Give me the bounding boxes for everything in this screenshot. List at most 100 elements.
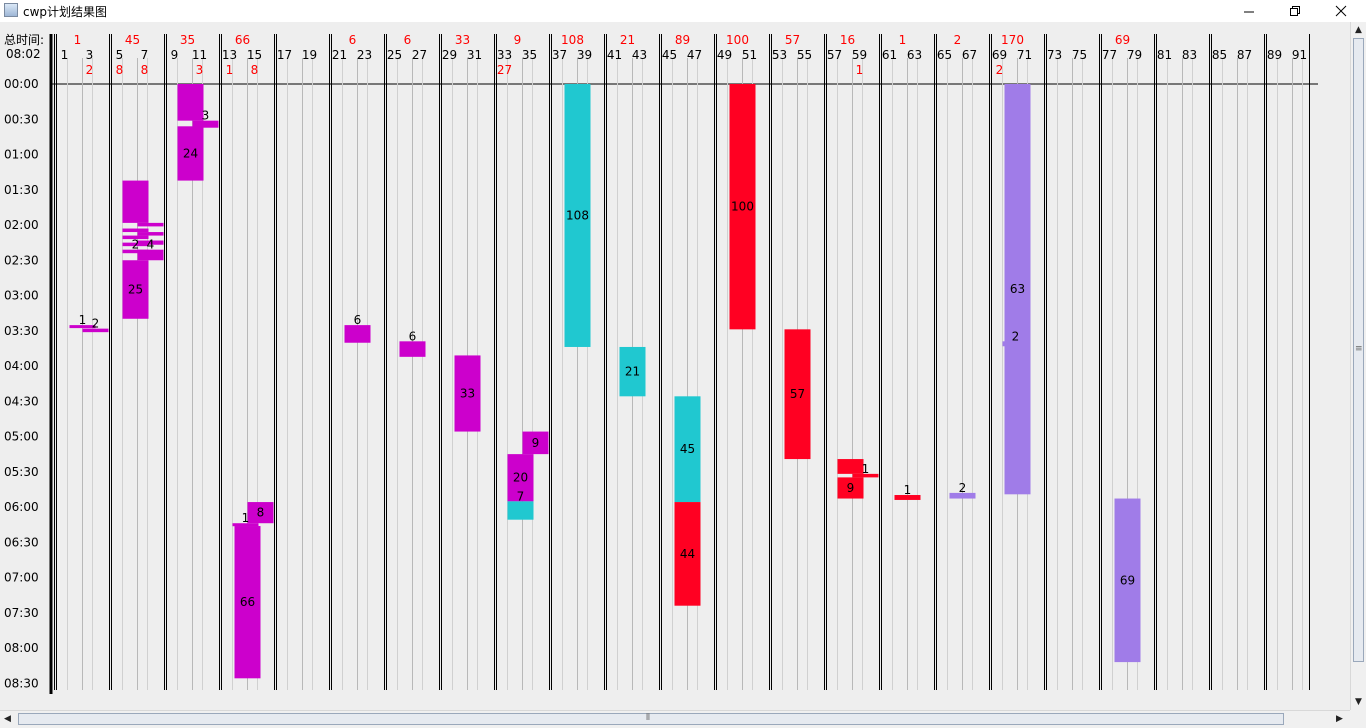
bay-total-count: 21 [620,33,635,47]
bay-number-right: 71 [1017,48,1032,62]
horizontal-scrollbar[interactable]: ◀ ⦀ ▶ [0,710,1350,728]
bay-number-left: 65 [937,48,952,62]
bay-number-right: 91 [1292,48,1307,62]
vertical-scroll-thumb[interactable]: ≡ [1353,38,1364,662]
task-block [1004,84,1031,495]
bay-number-right: 39 [577,48,592,62]
bay-number-left: 85 [1212,48,1227,62]
task-label: 6 [354,313,362,327]
bay-number-left: 17 [277,48,292,62]
bay-sub-count-left: 1 [226,63,234,77]
window-title: cwp计划结果图 [23,5,108,19]
bay-number-left: 13 [222,48,237,62]
bay-number-left: 77 [1102,48,1117,62]
time-label: 01:30 [4,183,39,197]
title-bar: cwp计划结果图 [0,0,1366,22]
time-label: 02:30 [4,253,39,267]
plan-chart-area: 总时间: 08:02 00:00 00:30 01:00 01:30 02:00 02:3… [0,22,1350,710]
time-label: 04:00 [4,359,39,373]
bay-sub-count-left: 2 [996,63,1004,77]
bay-total-count: 108 [561,33,584,47]
task-block [122,249,149,254]
time-label: 05:00 [4,430,39,444]
bay-number-right: 7 [141,48,149,62]
bay-number-left: 73 [1047,48,1062,62]
task-block [454,355,481,432]
task-label: 45 [680,442,695,456]
task-label: 6 [409,329,417,343]
bay-number-left: 41 [607,48,622,62]
bay-number-right: 47 [687,48,702,62]
bay-number-right: 15 [247,48,262,62]
bay-sub-count-right: 8 [251,63,259,77]
time-label: 03:30 [4,324,39,338]
task-block [232,523,259,527]
bay-number-left: 21 [332,48,347,62]
task-block [137,222,164,227]
task-label: 1 [862,462,870,476]
bay-number-left: 5 [116,48,124,62]
task-label: 33 [460,386,475,400]
bay-number-right: 87 [1237,48,1252,62]
bay-sub-count-right: 8 [141,63,149,77]
task-block [122,180,149,223]
task-block [344,325,371,343]
task-label: 7 [517,489,525,503]
scroll-down-arrow-icon[interactable]: ▼ [1355,697,1362,707]
bay-sub-count-right: 3 [196,63,204,77]
thumb-grip-icon: ≡ [1355,344,1363,354]
task-label: 108 [566,208,589,222]
bay-number-left: 49 [717,48,732,62]
bay-total-count: 1 [74,33,82,47]
bay-total-count: 6 [349,33,357,47]
bay-number-left: 25 [387,48,402,62]
bay-total-count: 66 [235,33,250,47]
restore-icon [1290,6,1300,16]
bay-total-count: 57 [785,33,800,47]
task-block [729,84,756,330]
task-block [507,454,534,502]
text-layer: 总时间: 08:02 00:00 00:30 01:00 01:30 02:00 02:3… [4,33,1307,690]
bay-number-right: 27 [412,48,427,62]
task-block [177,126,204,181]
task-block [837,459,864,474]
time-label: 02:00 [4,218,39,232]
time-label: 05:30 [4,465,39,479]
task-block [949,492,976,499]
time-label: 04:30 [4,394,39,408]
task-label: 1 [79,313,87,327]
scroll-right-arrow-icon[interactable]: ▶ [1336,714,1343,724]
time-label: 08:00 [4,641,39,655]
task-label: 24 [183,146,198,160]
minimize-button[interactable] [1226,0,1272,22]
task-block [852,473,879,478]
bay-number-right: 63 [907,48,922,62]
task-block [784,329,811,460]
task-label: 21 [625,365,640,379]
bay-total-count: 6 [404,33,412,47]
bay-number-left: 9 [171,48,179,62]
horizontal-scroll-thumb[interactable]: ⦀ [18,713,1284,725]
scroll-corner [1350,710,1366,728]
task-block [122,242,149,247]
task-block [122,260,149,319]
bay-number-right: 59 [852,48,867,62]
task-block [564,84,591,347]
bay-number-right: 83 [1182,48,1197,62]
bay-total-count: 9 [514,33,522,47]
scroll-left-arrow-icon[interactable]: ◀ [4,714,11,724]
scroll-up-arrow-icon[interactable]: ▲ [1355,25,1362,35]
bay-number-right: 11 [192,48,207,62]
task-label: 8 [257,506,265,520]
bay-total-count: 69 [1115,33,1130,47]
task-block [122,228,149,233]
vertical-scrollbar[interactable]: ▲ ≡ ▼ [1350,22,1366,710]
close-button[interactable] [1318,0,1364,22]
time-label: 07:30 [4,606,39,620]
bay-total-count: 16 [840,33,855,47]
task-block [122,235,149,240]
task-block [1114,498,1141,663]
restore-button[interactable] [1272,0,1318,22]
time-label: 03:00 [4,289,39,303]
bay-total-count: 33 [455,33,470,47]
